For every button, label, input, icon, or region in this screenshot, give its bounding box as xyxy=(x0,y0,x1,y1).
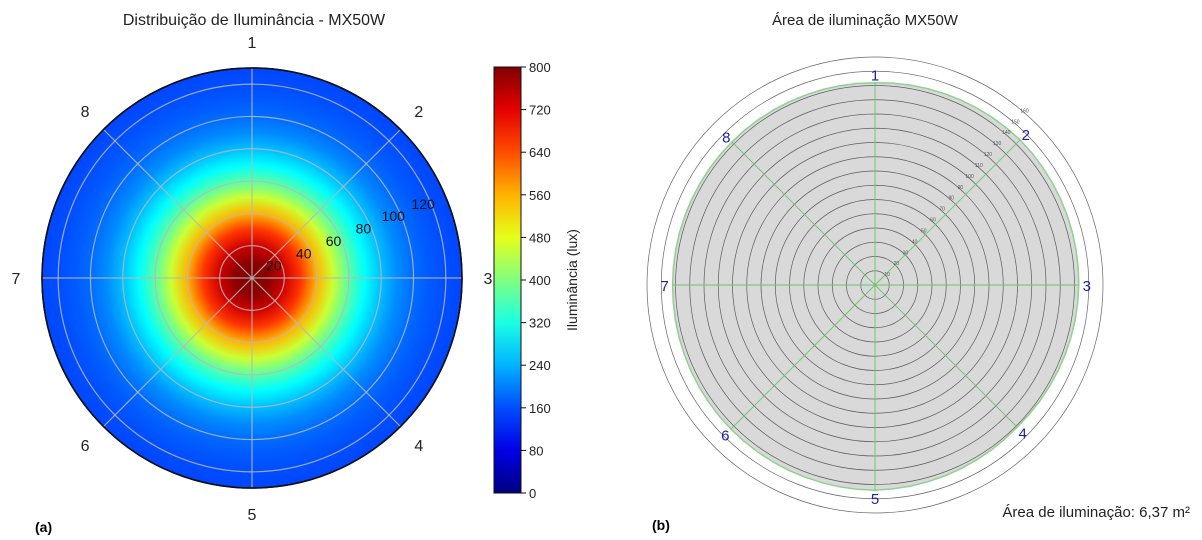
radial-tick-label: 160 xyxy=(1020,108,1029,114)
angular-label: 5 xyxy=(871,491,879,508)
radial-tick-label: 110 xyxy=(975,163,983,169)
panel-a-angular-labels: 1 2 3 4 5 6 7 8 xyxy=(12,35,493,524)
radial-tick-label: 140 xyxy=(1002,130,1011,136)
colorbar-tick-label: 400 xyxy=(529,273,551,288)
angular-label: 6 xyxy=(721,428,729,445)
angular-label: 1 xyxy=(871,68,879,85)
radial-tick-label: 50 xyxy=(921,228,927,234)
colorbar-tick-label: 560 xyxy=(529,188,551,203)
radial-tick-label: 70 xyxy=(939,207,945,213)
radial-tick-label: 20 xyxy=(894,261,900,267)
angular-label: 1 xyxy=(248,35,257,52)
area-annotation: Área de iluminação: 6,37 m² xyxy=(1002,504,1190,521)
radial-tick-label: 60 xyxy=(326,233,342,249)
panel-a-grid xyxy=(41,67,463,489)
angular-gridline xyxy=(251,277,401,427)
angular-label: 7 xyxy=(12,271,21,288)
radial-tick-label: 40 xyxy=(296,245,312,261)
panel-b-angular-labels: 1 2 3 4 5 6 7 8 xyxy=(660,68,1090,509)
radial-tick-label: 100 xyxy=(382,208,406,224)
radial-tick-label: 80 xyxy=(356,221,372,237)
angular-label: 4 xyxy=(414,438,423,455)
angular-label: 4 xyxy=(1019,426,1027,443)
radial-tick-label: 130 xyxy=(993,141,1002,147)
angular-label: 5 xyxy=(248,507,257,524)
colorbar-tick-label: 480 xyxy=(529,230,551,245)
colorbar-tick-label: 160 xyxy=(529,401,551,416)
panel-a-title: Distribuição de Iluminância - MX50W xyxy=(123,12,386,29)
angular-label: 8 xyxy=(722,129,730,146)
colorbar-tick-label: 240 xyxy=(529,358,551,373)
angular-label: 2 xyxy=(414,104,423,121)
radial-gridline xyxy=(646,56,1104,514)
angular-gridline xyxy=(103,277,253,427)
colorbar-tick-label: 0 xyxy=(529,486,536,501)
angular-gridline xyxy=(103,129,253,279)
radial-tick-label: 40 xyxy=(912,239,918,245)
radial-tick-label: 120 xyxy=(984,152,993,158)
panel-a: Distribuição de Iluminância - MX50W 1 2 3 4… xyxy=(12,12,580,535)
colorbar-tick-label: 80 xyxy=(529,443,543,458)
panel-a-radial-labels: 20 40 60 80 100 120 xyxy=(266,196,435,274)
angular-gridline xyxy=(874,139,1021,286)
radial-tick-label: 90 xyxy=(958,185,964,191)
radial-tick-label: 20 xyxy=(266,258,282,274)
panel-b: Área de iluminação MX50W 1 2 3 4 5 6 7 8 10 2030… xyxy=(646,12,1190,533)
panel-b-title: Área de iluminação MX50W xyxy=(772,12,959,29)
radial-tick-label: 100 xyxy=(965,174,974,180)
radial-tick-label: 30 xyxy=(903,250,909,256)
angular-label: 2 xyxy=(1022,127,1030,144)
colorbar-tick-label: 800 xyxy=(529,60,551,75)
angular-gridline xyxy=(730,284,876,430)
angular-label: 3 xyxy=(484,271,493,288)
radial-tick-label: 150 xyxy=(1011,119,1020,125)
colorbar-ticks: 0 80 160 240 320 400 480 560 640 720 800 xyxy=(521,60,551,501)
angular-label: 3 xyxy=(1083,278,1091,295)
panel-b-grid xyxy=(646,56,1104,514)
angular-label: 6 xyxy=(81,438,90,455)
radial-tick-label: 120 xyxy=(411,196,435,212)
angular-gridline xyxy=(731,141,876,286)
colorbar-tick-label: 320 xyxy=(529,316,551,331)
polar-frame xyxy=(41,67,463,489)
colorbar xyxy=(493,66,522,494)
panel-a-label: (a) xyxy=(35,519,52,535)
colorbar-tick-label: 720 xyxy=(529,103,551,118)
panel-b-label: (b) xyxy=(652,517,670,533)
radial-gridline xyxy=(660,70,1090,500)
colorbar-label: Iluminância (lux) xyxy=(564,229,580,331)
angular-label: 7 xyxy=(660,278,668,295)
colorbar-tick-label: 640 xyxy=(529,145,551,160)
angular-gridline xyxy=(251,129,401,279)
angular-gridline xyxy=(874,284,1018,428)
angular-label: 8 xyxy=(81,104,90,121)
radial-tick-label: 60 xyxy=(930,218,936,224)
radial-tick-label: 80 xyxy=(948,196,954,202)
radial-tick-label: 10 xyxy=(884,272,890,278)
